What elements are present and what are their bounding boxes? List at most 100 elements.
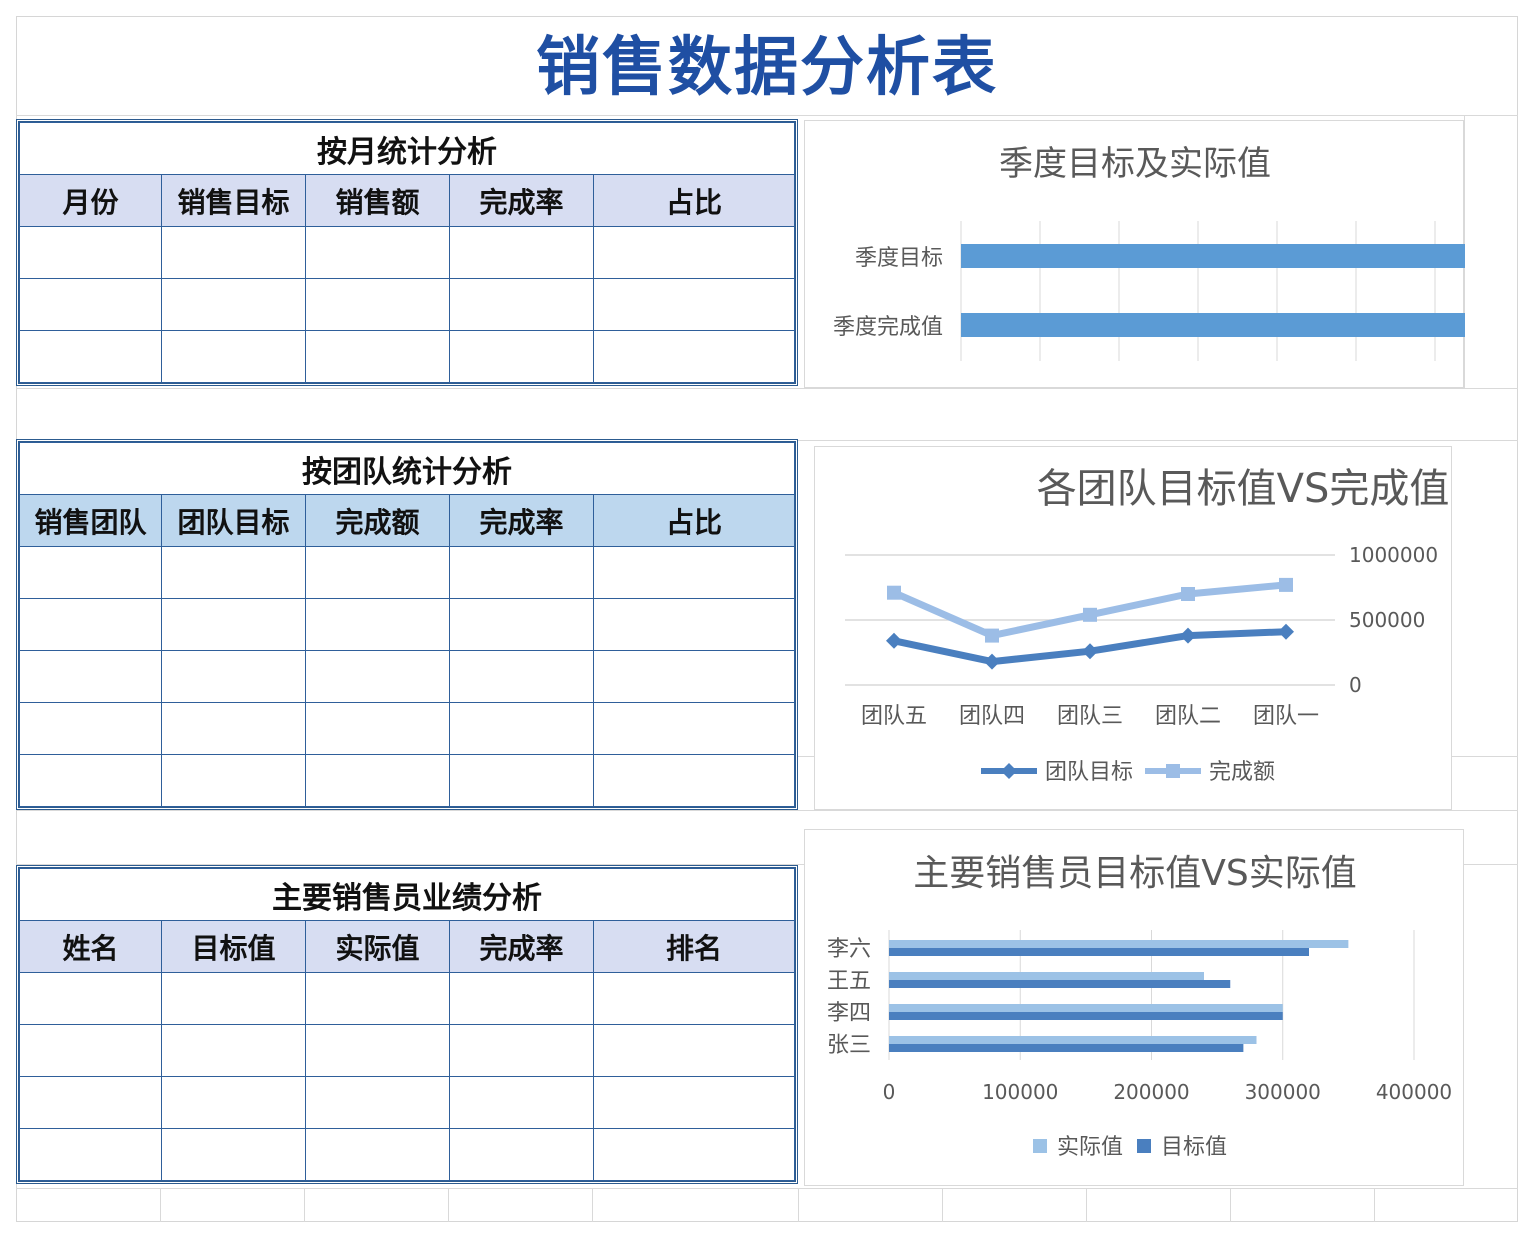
table-cell[interactable] bbox=[19, 598, 162, 651]
data-point bbox=[1279, 577, 1293, 592]
bar bbox=[889, 980, 1231, 988]
quarterly-chart[interactable]: 季度目标及实际值 季度目标1550000季度完成值1520000 bbox=[804, 120, 1534, 388]
table-cell[interactable] bbox=[19, 650, 162, 703]
table-cell[interactable] bbox=[449, 330, 594, 383]
table-cell[interactable] bbox=[593, 1128, 795, 1181]
table-cell[interactable] bbox=[449, 1128, 594, 1181]
table-cell[interactable] bbox=[161, 1024, 306, 1077]
table-cell[interactable] bbox=[593, 754, 795, 807]
table-cell[interactable] bbox=[19, 1024, 162, 1077]
bar bbox=[889, 948, 1309, 956]
legend-swatch bbox=[1033, 1139, 1047, 1153]
table-cell[interactable] bbox=[19, 972, 162, 1025]
category-label: 王五 bbox=[827, 969, 871, 994]
table-cell[interactable] bbox=[305, 1128, 450, 1181]
x-tick-label: 400000 bbox=[1376, 1080, 1452, 1104]
data-point bbox=[1082, 643, 1098, 660]
quarterly-chart-svg: 季度目标及实际值 季度目标1550000季度完成值1520000 bbox=[833, 144, 1534, 361]
table-cell[interactable] bbox=[305, 1076, 450, 1129]
table-cell[interactable] bbox=[593, 1024, 795, 1077]
table-cell[interactable] bbox=[449, 546, 594, 599]
table-cell[interactable] bbox=[449, 1024, 594, 1077]
x-tick-label: 300000 bbox=[1245, 1080, 1321, 1104]
table-cell[interactable] bbox=[305, 972, 450, 1025]
table-cell[interactable] bbox=[161, 546, 306, 599]
table-cell[interactable] bbox=[305, 278, 450, 331]
header-completion-rate: 完成率 bbox=[449, 920, 594, 973]
table-cell[interactable] bbox=[161, 702, 306, 755]
table-cell[interactable] bbox=[593, 330, 795, 383]
legend-label: 实际值 bbox=[1057, 1135, 1123, 1160]
table-cell[interactable] bbox=[593, 226, 795, 279]
table-cell[interactable] bbox=[449, 972, 594, 1025]
table-cell[interactable] bbox=[19, 754, 162, 807]
table-cell[interactable] bbox=[305, 330, 450, 383]
header-rank: 排名 bbox=[593, 920, 795, 973]
table-cell[interactable] bbox=[19, 330, 162, 383]
table-row bbox=[19, 1024, 795, 1077]
table-cell[interactable] bbox=[19, 702, 162, 755]
legend-swatch bbox=[1137, 1139, 1151, 1153]
table-cell[interactable] bbox=[161, 650, 306, 703]
table-cell[interactable] bbox=[19, 1128, 162, 1181]
table-cell[interactable] bbox=[305, 1024, 450, 1077]
team-table-title: 按团队统计分析 bbox=[19, 442, 795, 495]
table-row bbox=[19, 1076, 795, 1129]
bar bbox=[889, 1004, 1283, 1012]
table-cell[interactable] bbox=[593, 278, 795, 331]
sheet-gridline bbox=[16, 115, 1518, 116]
table-row bbox=[19, 226, 795, 279]
salesperson-chart[interactable]: 主要销售员目标值VS实际值 0 100000 200000 300000 400000 李… bbox=[804, 829, 1464, 1186]
quarterly-chart-title: 季度目标及实际值 bbox=[999, 144, 1271, 184]
table-cell[interactable] bbox=[449, 226, 594, 279]
table-cell[interactable] bbox=[449, 702, 594, 755]
table-cell[interactable] bbox=[305, 650, 450, 703]
table-cell[interactable] bbox=[449, 278, 594, 331]
sheet-gridline bbox=[1086, 1188, 1087, 1222]
table-cell[interactable] bbox=[19, 546, 162, 599]
table-cell[interactable] bbox=[161, 598, 306, 651]
table-cell[interactable] bbox=[19, 278, 162, 331]
salesperson-table: 主要销售员业绩分析 姓名 目标值 实际值 完成率 排名 bbox=[16, 865, 798, 1184]
table-cell[interactable] bbox=[161, 330, 306, 383]
table-cell[interactable] bbox=[305, 702, 450, 755]
table-cell[interactable] bbox=[161, 278, 306, 331]
header-sales-team: 销售团队 bbox=[19, 494, 162, 547]
table-cell[interactable] bbox=[449, 754, 594, 807]
table-row bbox=[19, 330, 795, 383]
header-completion-rate: 完成率 bbox=[449, 494, 594, 547]
table-cell[interactable] bbox=[305, 226, 450, 279]
table-cell[interactable] bbox=[161, 754, 306, 807]
x-tick-label: 团队五 bbox=[861, 704, 927, 729]
table-cell[interactable] bbox=[593, 546, 795, 599]
table-cell[interactable] bbox=[593, 1076, 795, 1129]
monthly-table: 按月统计分析 月份 销售目标 销售额 完成率 占比 bbox=[16, 119, 798, 386]
table-cell[interactable] bbox=[161, 1076, 306, 1129]
table-cell[interactable] bbox=[449, 598, 594, 651]
bar bbox=[961, 244, 1534, 268]
table-cell[interactable] bbox=[305, 546, 450, 599]
table-cell[interactable] bbox=[161, 972, 306, 1025]
table-cell[interactable] bbox=[593, 972, 795, 1025]
table-cell[interactable] bbox=[305, 598, 450, 651]
table-cell[interactable] bbox=[161, 1128, 306, 1181]
table-cell[interactable] bbox=[19, 1076, 162, 1129]
header-target-value: 目标值 bbox=[161, 920, 306, 973]
table-cell[interactable] bbox=[19, 226, 162, 279]
table-cell[interactable] bbox=[305, 754, 450, 807]
header-name: 姓名 bbox=[19, 920, 162, 973]
legend-marker bbox=[1001, 763, 1017, 779]
page-title: 销售数据分析表 bbox=[536, 31, 998, 105]
table-cell[interactable] bbox=[449, 1076, 594, 1129]
team-table: 按团队统计分析 销售团队 团队目标 完成额 完成率 占比 bbox=[16, 439, 798, 810]
table-cell[interactable] bbox=[593, 702, 795, 755]
table-cell[interactable] bbox=[593, 650, 795, 703]
table-cell[interactable] bbox=[593, 598, 795, 651]
monthly-table-title: 按月统计分析 bbox=[19, 122, 795, 175]
team-chart[interactable]: 各团队目标值VS完成值 0 500000 1000000 团队五 团队四 团队三 团队二 团队… bbox=[814, 446, 1452, 810]
bar bbox=[889, 972, 1204, 980]
header-completion-rate: 完成率 bbox=[449, 174, 594, 227]
table-cell[interactable] bbox=[161, 226, 306, 279]
bar bbox=[889, 940, 1349, 948]
table-cell[interactable] bbox=[449, 650, 594, 703]
